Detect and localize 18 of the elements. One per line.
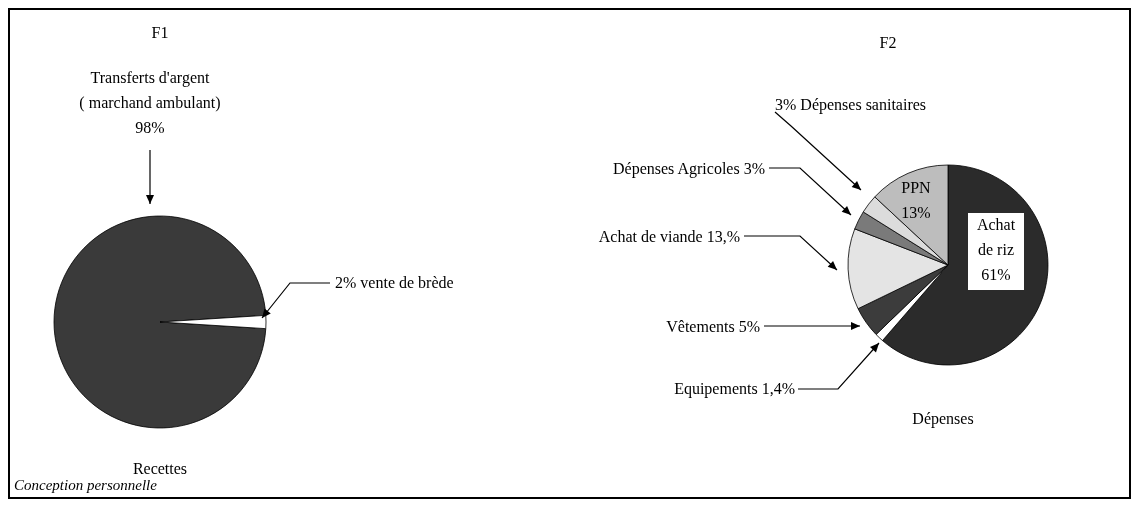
slice-label: Achat de viande 13,%: [598, 228, 740, 245]
slice-label: Transferts d'argent ( marchand ambulant): [79, 69, 221, 112]
slice-label: Vêtements 5%: [666, 318, 760, 335]
pie-slice: [53, 215, 267, 429]
chart-title: F2: [879, 34, 897, 51]
slice-label: PPN: [901, 179, 932, 196]
slice-label: 3% Dépenses sanitaires: [775, 96, 927, 114]
chart-title: F1: [151, 24, 169, 41]
data-label: 13%: [901, 204, 931, 221]
text: Conception personnelle: [14, 477, 158, 493]
data-label: 98%: [135, 119, 165, 136]
data-label: 61%: [981, 266, 1011, 283]
slice-label: Achat de riz: [976, 216, 1016, 258]
slice-label: 2% vente de brède: [335, 274, 454, 291]
text: Dépenses: [912, 410, 974, 428]
text: Recettes: [132, 460, 188, 477]
slice-label: Dépenses Agricoles 3%: [613, 160, 765, 178]
slice-label: Equipements 1,4%: [674, 380, 795, 398]
